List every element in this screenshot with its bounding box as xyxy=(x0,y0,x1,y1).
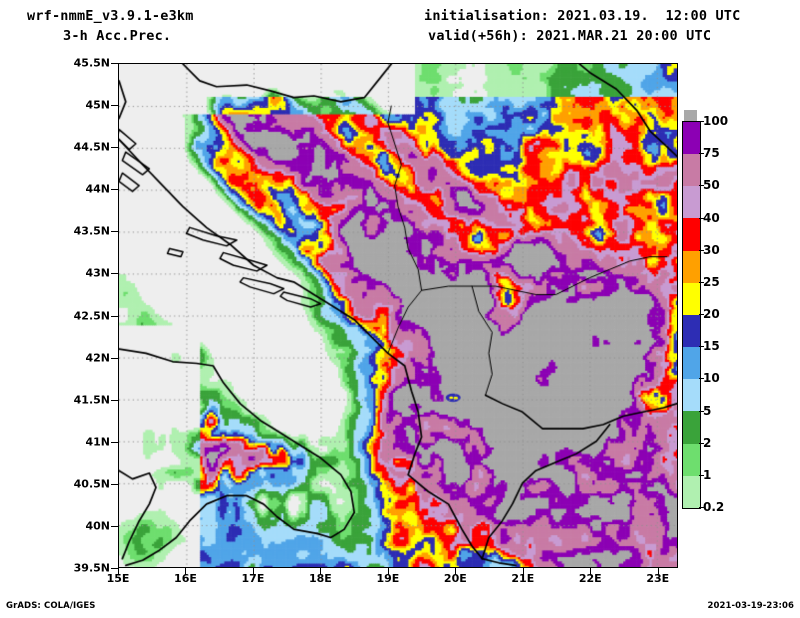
longitude-tick-label: 23E xyxy=(646,572,670,585)
colorbar-label: 2 xyxy=(703,435,712,450)
latitude-tick-label: 41N xyxy=(85,435,110,449)
colorbar-tick xyxy=(699,314,704,315)
longitude-tick-label: 18E xyxy=(308,572,332,585)
colorbar-segment xyxy=(683,443,700,476)
field-title: 3-h Acc.Prec. xyxy=(63,28,172,44)
colorbar-label: 20 xyxy=(703,307,720,321)
latitude-tick-label: 39.5N xyxy=(73,561,110,575)
colorbar-segment xyxy=(683,347,700,380)
colorbar-segment xyxy=(683,314,700,348)
latitude-tick-mark xyxy=(111,63,118,64)
precipitation-field xyxy=(119,64,677,567)
colorbar-over-swatch xyxy=(684,110,697,122)
longitude-tick-mark xyxy=(387,568,389,575)
colorbar xyxy=(682,121,701,509)
latitude-tick-label: 41.5N xyxy=(73,393,110,407)
colorbar-tick xyxy=(699,185,704,187)
colorbar-segment xyxy=(683,475,700,508)
model-title: wrf-nmmE_v3.9.1-e3km xyxy=(27,8,194,24)
colorbar-label: 40 xyxy=(703,210,720,225)
longitude-tick-label: 15E xyxy=(106,572,130,585)
footer-credit: GrADS: COLA/IGES xyxy=(6,601,96,611)
latitude-tick-label: 44N xyxy=(85,182,110,196)
latitude-tick-mark xyxy=(111,273,118,275)
longitude-tick-mark xyxy=(252,568,254,575)
colorbar-tick xyxy=(699,442,704,444)
latitude-tick-mark xyxy=(111,483,118,485)
colorbar-label: 15 xyxy=(703,339,720,354)
colorbar-tick xyxy=(699,121,704,122)
longitude-tick-label: 22E xyxy=(578,572,602,585)
latitude-tick-mark xyxy=(111,568,118,569)
colorbar-segment xyxy=(683,379,700,412)
colorbar-tick xyxy=(699,249,704,251)
header: wrf-nmmE_v3.9.1-e3km 3-h Acc.Prec. initi… xyxy=(0,0,800,56)
colorbar-label: 10 xyxy=(703,371,720,386)
colorbar-tick xyxy=(699,281,704,283)
latitude-tick-label: 42N xyxy=(85,351,110,365)
footer-timestamp: 2021-03-19-23:06 xyxy=(707,601,794,611)
colorbar-segment xyxy=(683,122,700,155)
colorbar-segment xyxy=(683,154,700,187)
latitude-tick-mark xyxy=(111,357,118,359)
colorbar-tick xyxy=(699,217,704,219)
longitude-tick-mark xyxy=(657,568,659,575)
colorbar-segment xyxy=(683,411,700,444)
longitude-tick-mark xyxy=(118,568,119,575)
colorbar-tick xyxy=(699,378,704,380)
latitude-tick-label: 43.5N xyxy=(73,224,110,238)
latitude-tick-mark xyxy=(111,315,118,317)
colorbar-tick xyxy=(699,507,704,508)
valid-time: valid(+56h): 2021.MAR.21 20:00 UTC xyxy=(428,28,712,44)
colorbar-label: 75 xyxy=(703,146,720,161)
colorbar-tick xyxy=(699,346,704,348)
latitude-tick-label: 43N xyxy=(85,266,110,280)
colorbar-label: 50 xyxy=(703,178,720,193)
colorbar-label: 0.2 xyxy=(703,500,725,514)
latitude-tick-label: 45N xyxy=(85,98,110,112)
colorbar-label: 25 xyxy=(703,274,720,289)
longitude-tick-mark xyxy=(455,568,457,575)
latitude-tick-mark xyxy=(111,441,118,443)
colorbar-segment xyxy=(683,218,700,251)
colorbar-tick xyxy=(699,474,704,476)
longitude-tick-label: 16E xyxy=(174,572,197,585)
colorbar-label: 1 xyxy=(703,467,712,482)
longitude-tick-label: 17E xyxy=(241,572,265,585)
latitude-tick-label: 42.5N xyxy=(73,309,110,322)
latitude-tick-label: 44.5N xyxy=(73,140,110,154)
latitude-tick-mark xyxy=(111,399,118,401)
latitude-tick-label: 45.5N xyxy=(73,56,110,70)
colorbar-segment xyxy=(683,282,700,315)
latitude-tick-mark xyxy=(111,189,118,191)
latitude-tick-mark xyxy=(111,147,118,149)
longitude-tick-label: 20E xyxy=(443,572,467,585)
colorbar-tick xyxy=(699,153,704,155)
colorbar-segment xyxy=(683,250,700,283)
colorbar-label: 100 xyxy=(703,114,729,128)
colorbar-label: 30 xyxy=(703,242,720,257)
latitude-tick-mark xyxy=(111,525,118,527)
longitude-tick-mark xyxy=(590,568,592,575)
map-plot-area xyxy=(118,63,678,568)
colorbar-label: 5 xyxy=(703,403,712,418)
longitude-tick-label: 21E xyxy=(511,572,535,585)
latitude-tick-label: 40.5N xyxy=(73,477,110,491)
longitude-tick-label: 19E xyxy=(376,572,400,585)
latitude-tick-label: 40N xyxy=(85,519,110,533)
latitude-tick-mark xyxy=(111,105,118,107)
colorbar-tick xyxy=(699,410,704,412)
longitude-tick-mark xyxy=(522,568,524,575)
longitude-tick-mark xyxy=(185,568,187,575)
longitude-tick-mark xyxy=(320,568,322,575)
initialisation-time: initialisation: 2021.03.19. 12:00 UTC xyxy=(424,8,741,24)
latitude-tick-mark xyxy=(111,231,118,233)
colorbar-segment xyxy=(683,186,700,219)
